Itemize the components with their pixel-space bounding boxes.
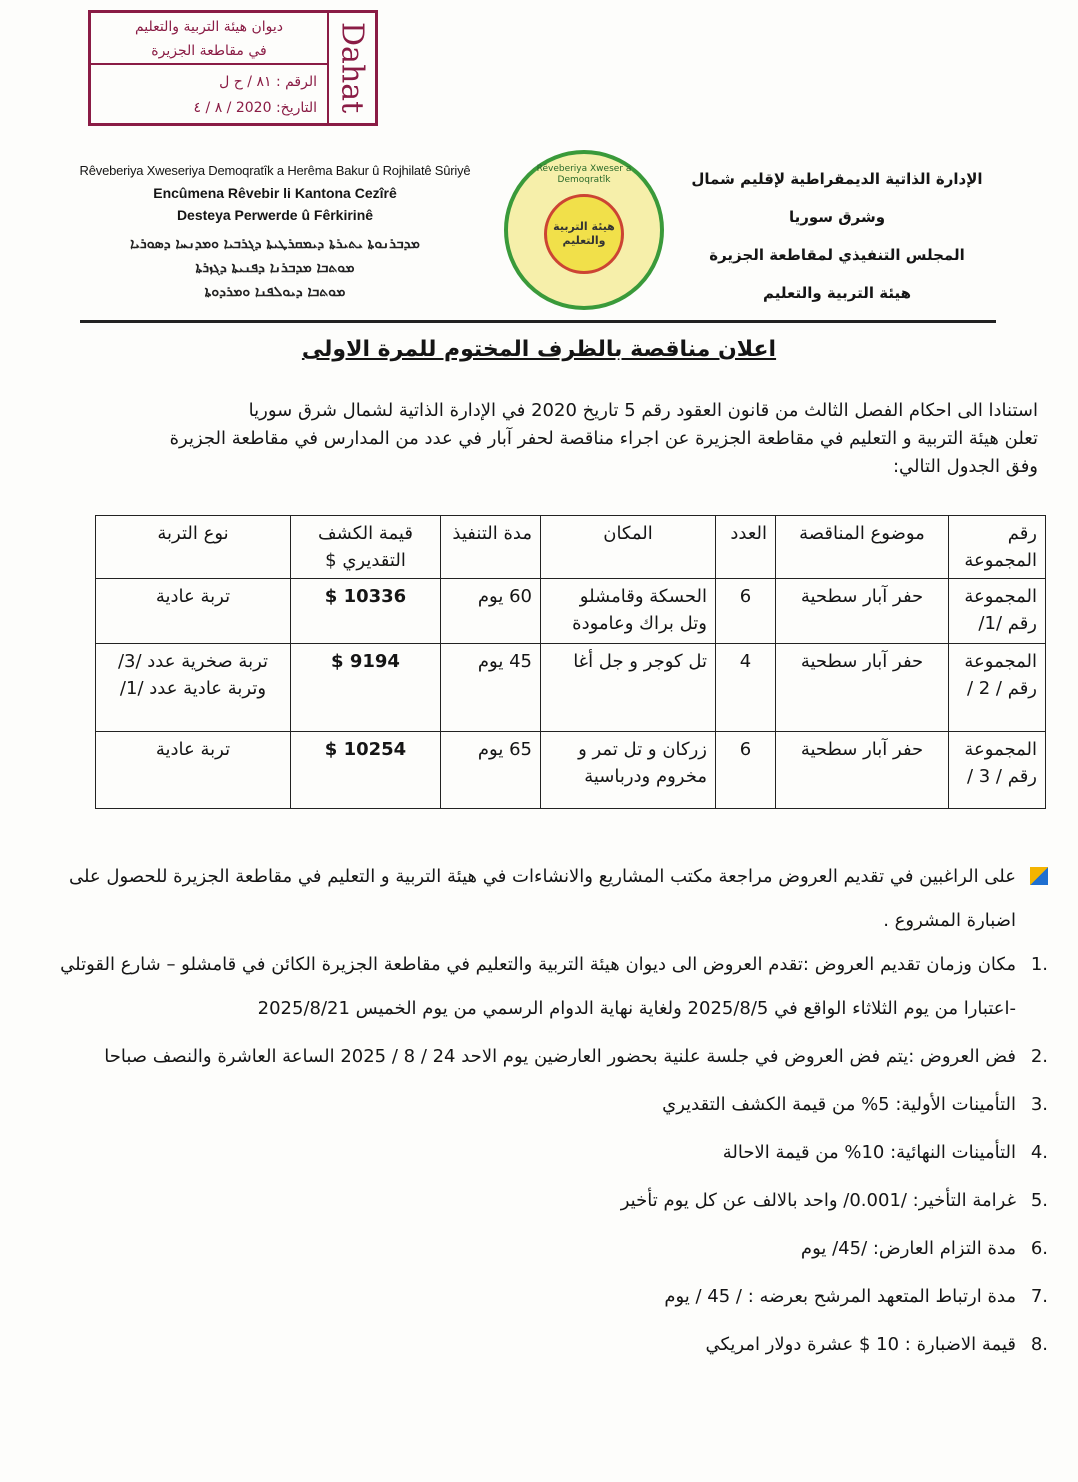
- item-number: .8: [1030, 1334, 1048, 1355]
- item-text: مدة ارتباط المتعهد المرشح بعرضه : / 45 /…: [664, 1286, 1016, 1307]
- cell-estimate: $ 9194: [290, 643, 441, 732]
- cell-group: المجموعة رقم /1/: [948, 578, 1046, 644]
- list-item: .3 التأمينات الأولية: 5% من قيمة الكشف ال…: [48, 1083, 1048, 1127]
- item-text: مدة التزام العارض: /45/ يوم: [800, 1238, 1016, 1259]
- stamp-side-text: Dahat: [327, 13, 375, 123]
- cell-estimate: $ 10254: [290, 731, 441, 809]
- logo-ring-text: Rêveberiya Xweser a Demoqratîk: [536, 164, 632, 185]
- letterhead-left: Rêveberiya Xweseriya Demoqratîk a Herêma…: [60, 150, 490, 304]
- item-number: .7: [1030, 1286, 1048, 1307]
- column-header: رقم المجموعة: [948, 515, 1046, 579]
- arabic-header-line: هيئة التربية والتعليم: [763, 284, 911, 302]
- stamp-date: 2020 / ٨ / ٤: [193, 100, 272, 116]
- logo-center-text: هيئة التربية والتعليم: [544, 194, 624, 274]
- stamp-line2: في مقاطعة الجزيرة: [151, 43, 267, 59]
- cell-count: 6: [715, 578, 776, 644]
- column-header: موضوع المناقصة: [775, 515, 949, 579]
- list-item: .6 مدة التزام العارض: /45/ يوم: [48, 1227, 1048, 1271]
- column-header: مدة التنفيذ: [440, 515, 541, 579]
- item-number: .2: [1030, 1046, 1048, 1067]
- cell-duration: 45 يوم: [440, 643, 541, 732]
- item-text: غرامة التأخير: /0.001/ واحد بالالف عن كل…: [620, 1190, 1016, 1211]
- item-number: .1: [1030, 954, 1048, 975]
- item-number: .5: [1030, 1190, 1048, 1211]
- cell-location: زركان و تل تمر و مخروم ودرباسية: [540, 731, 716, 809]
- page-body: Rêveberiya Xweseriya Demoqratîk a Herêma…: [0, 150, 1078, 1371]
- bullet-note: على الراغبين في تقديم العروض مراجعة مكتب…: [48, 855, 1048, 943]
- item-text: مكان وزمان تقديم العروض :تقدم العروض الى…: [60, 954, 1016, 1019]
- cell-subject: حفر آبار سطحية: [775, 643, 949, 732]
- item-number: .4: [1030, 1142, 1048, 1163]
- kurdish-header: Rêveberiya Xweseriya Demoqratîk a Herêma…: [60, 150, 490, 226]
- kurdish-line: Desteya Perwerde û Fêrkirinê: [176, 207, 374, 223]
- intro-line: تعلن هيئة التربية و التعليم في مقاطعة ال…: [169, 428, 1038, 449]
- authority-logo: Rêveberiya Xweser a Demoqratîk هيئة التر…: [504, 150, 664, 310]
- item-number: .6: [1030, 1238, 1048, 1259]
- column-header: العدد: [715, 515, 776, 579]
- table-row: المجموعة رقم / 2 / حفر آبار سطحية 4 تل ك…: [95, 643, 1046, 732]
- list-item: .5 غرامة التأخير: /0.001/ واحد بالالف عن …: [48, 1179, 1048, 1223]
- list-item: .1 مكان وزمان تقديم العروض :تقدم العروض ا…: [48, 943, 1048, 1031]
- bullet-text: على الراغبين في تقديم العروض مراجعة مكتب…: [68, 866, 1016, 931]
- list-item: .2 فض العروض :يتم فض العروض في جلسة علنية…: [48, 1035, 1048, 1079]
- cell-location: تل كوجر و جل أغا: [540, 643, 716, 732]
- syriac-line: ܡܘܬܒܐ ܡܕܒܪܢܐ ܕܦܢܝܬܐ ܕܓܙܪܬܐ: [195, 260, 355, 276]
- kurdish-line: Rêveberiya Xweseriya Demoqratîk a Herêma…: [79, 163, 471, 178]
- arabic-header-line: الإدارة الذاتية الديمقراطية لإقليم شمال …: [691, 170, 983, 226]
- item-text: التأمينات النهائية: 10% من قيمة الاحالة: [722, 1142, 1016, 1163]
- column-header: نوع التربة: [95, 515, 291, 579]
- intro-paragraph: استنادا الى احكام الفصل الثالث من قانون …: [40, 397, 1038, 481]
- tender-table: رقم المجموعة موضوع المناقصة العدد المكان…: [95, 515, 1046, 809]
- intro-line: استنادا الى احكام الفصل الثالث من قانون …: [248, 400, 1038, 421]
- conditions-list: .1 مكان وزمان تقديم العروض :تقدم العروض ا…: [48, 943, 1048, 1367]
- conditions-section: على الراغبين في تقديم العروض مراجعة مكتب…: [48, 855, 1048, 1367]
- item-number: .3: [1030, 1094, 1048, 1115]
- cell-group: المجموعة رقم / 2 /: [948, 643, 1046, 732]
- stamp-line1: ديوان هيئة التربية والتعليم: [134, 19, 284, 35]
- registry-stamp: ديوان هيئة التربية والتعليم في مقاطعة الج…: [88, 10, 378, 126]
- column-header: قيمة الكشف التقديري $: [290, 515, 441, 579]
- table-header-row: رقم المجموعة موضوع المناقصة العدد المكان…: [95, 515, 1046, 579]
- syriac-header: ܡܕܒܪܢܘܬܐ ܝܬܝܪܬܐ ܕܝܡܩܪܛܝܬܐ ܕܓܪܒܝܐ ܘܡܕܢܚܐ …: [60, 232, 490, 304]
- item-text: قيمة الاضبارة : 10 $ عشرة دولار امريكي: [705, 1334, 1016, 1355]
- intro-line: وفق الجدول التالي:: [892, 456, 1038, 477]
- cell-group: المجموعة رقم / 3 /: [948, 731, 1046, 809]
- item-text: فض العروض :يتم فض العروض في جلسة علنية ب…: [104, 1046, 1016, 1067]
- stamp-number: ٨١ / ح ل: [219, 74, 272, 90]
- table-row: المجموعة رقم / 3 / حفر آبار سطحية 6 زركا…: [95, 731, 1046, 809]
- list-item: .4 التأمينات النهائية: 10% من قيمة الاحال…: [48, 1131, 1048, 1175]
- kurdish-line: Encûmena Rêvebir li Kantona Cezîrê: [153, 185, 397, 201]
- syriac-line: ܡܘܬܒܐ ܕܝܘܠܦܢܐ ܘܡܪܕܘܬܐ: [204, 284, 346, 300]
- bullet-arrow-icon: [1030, 867, 1048, 885]
- list-item: .7 مدة ارتباط المتعهد المرشح بعرضه : / 45…: [48, 1275, 1048, 1319]
- table-row: المجموعة رقم /1/ حفر آبار سطحية 6 الحسكة…: [95, 578, 1046, 644]
- arabic-header: الإدارة الذاتية الديمقراطية لإقليم شمال …: [678, 150, 996, 312]
- stamp-date-label: التاريخ:: [275, 100, 317, 116]
- item-text: التأمينات الأولية: 5% من قيمة الكشف التق…: [662, 1094, 1016, 1115]
- cell-soil: تربة صخرية عدد /3/ وتربة عادية عدد /1/: [95, 643, 291, 732]
- cell-duration: 65 يوم: [440, 731, 541, 809]
- cell-count: 6: [715, 731, 776, 809]
- cell-subject: حفر آبار سطحية: [775, 731, 949, 809]
- cell-count: 4: [715, 643, 776, 732]
- letterhead: Rêveberiya Xweseriya Demoqratîk a Herêma…: [0, 150, 1078, 312]
- cell-soil: تربة عادية: [95, 731, 291, 809]
- cell-duration: 60 يوم: [440, 578, 541, 644]
- syriac-line: ܡܕܒܪܢܘܬܐ ܝܬܝܪܬܐ ܕܝܡܩܪܛܝܬܐ ܕܓܪܒܝܐ ܘܡܕܢܚܐ …: [130, 236, 420, 252]
- arabic-header-line: المجلس التنفيذي لمقاطعة الجزيرة: [709, 246, 965, 264]
- cell-location: الحسكة وقامشلو وتل براك وعامودة: [540, 578, 716, 644]
- stamp-number-label: الرقم :: [275, 74, 317, 90]
- column-header: المكان: [540, 515, 716, 579]
- cell-subject: حفر آبار سطحية: [775, 578, 949, 644]
- document-title: اعلان مناقصة بالظرف المختوم للمرة الاولى: [301, 337, 777, 362]
- header-divider: [80, 320, 996, 323]
- cell-soil: تربة عادية: [95, 578, 291, 644]
- cell-estimate: $ 10336: [290, 578, 441, 644]
- list-item: .8 قيمة الاضبارة : 10 $ عشرة دولار امريكي: [48, 1323, 1048, 1367]
